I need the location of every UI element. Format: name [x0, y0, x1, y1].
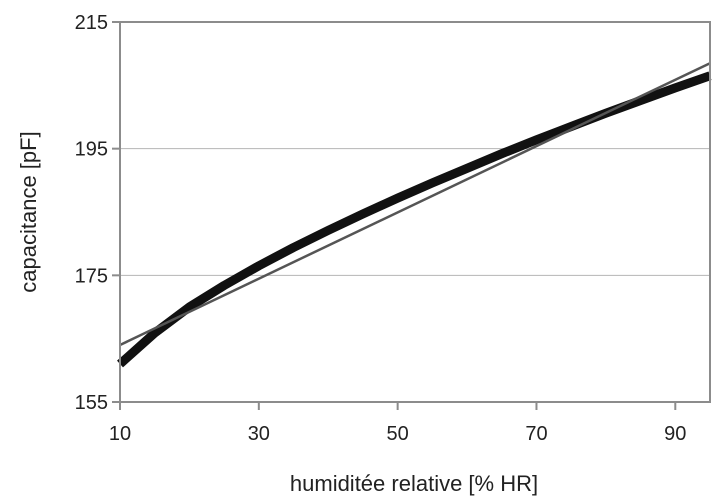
y-tick-label: 215 — [75, 12, 108, 34]
series-layer — [117, 62, 712, 368]
x-tick-label: 90 — [664, 423, 686, 445]
x-tick-label: 10 — [109, 423, 131, 445]
x-tick-label: 50 — [387, 423, 409, 445]
ticks-layer — [112, 21, 677, 410]
grid-layer — [120, 148, 710, 276]
linear-fit-line — [119, 62, 711, 347]
y-tick-label: 195 — [75, 139, 108, 161]
y-tick-label: 175 — [75, 265, 108, 287]
x-tick-label: 30 — [248, 423, 270, 445]
x-tick-label: 70 — [525, 423, 547, 445]
plot-frame — [119, 21, 711, 403]
measured-curve — [117, 71, 712, 368]
x-axis-title: humiditée relative [% HR] — [290, 471, 538, 496]
y-axis-title: capacitance [pF] — [16, 131, 41, 292]
y-tick-label: 155 — [75, 392, 108, 414]
